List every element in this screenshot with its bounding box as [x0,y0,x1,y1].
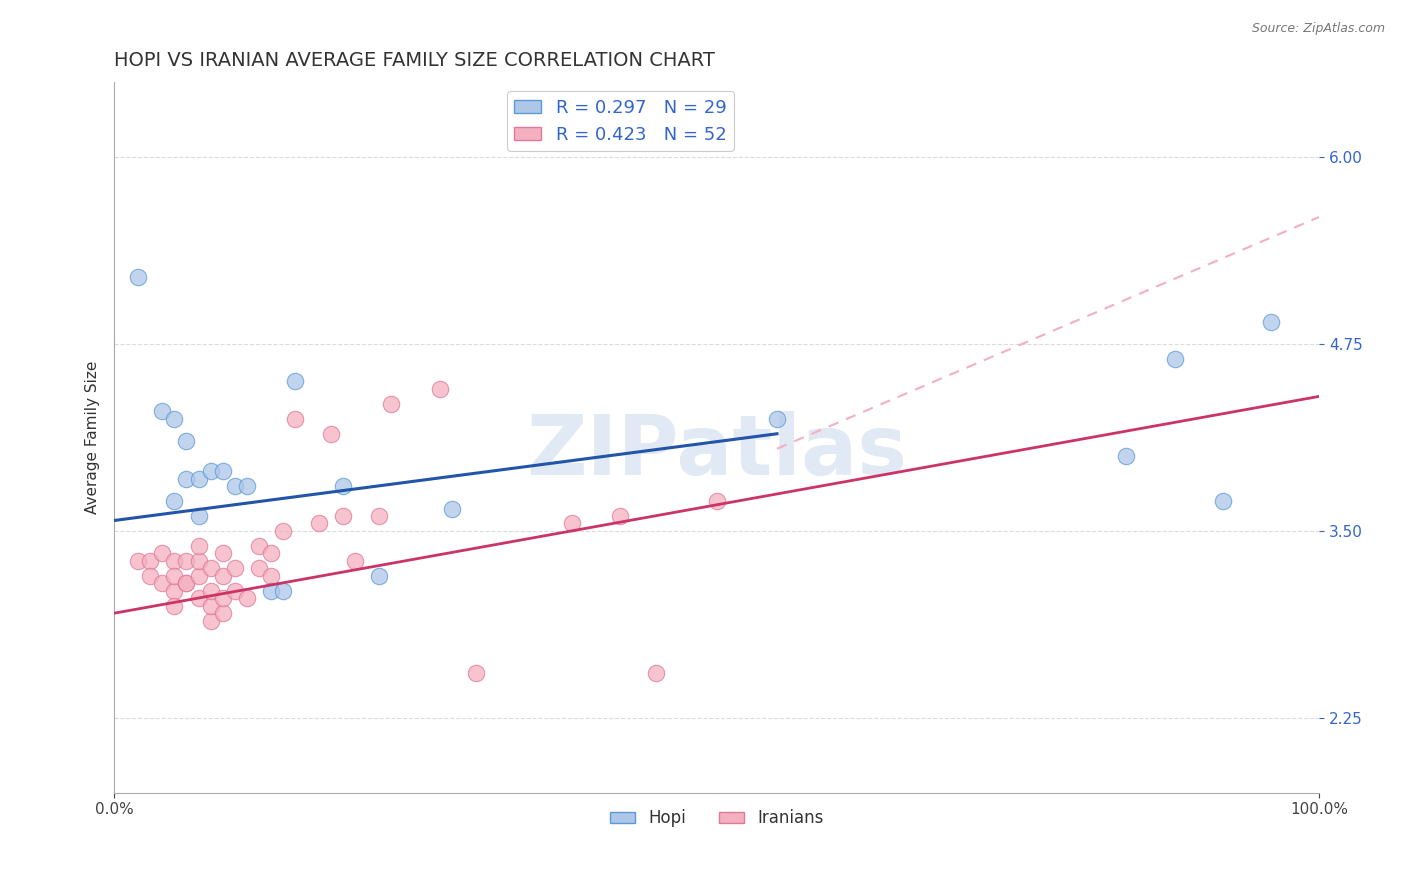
Point [332,508,354,523]
Point [224,479,246,493]
Point [645,666,668,681]
Point [247,539,270,553]
Point [139,569,162,583]
Point [176,434,198,449]
Point [271,524,294,538]
Point [1260,315,1282,329]
Point [260,546,283,560]
Point [464,666,486,681]
Point [150,404,173,418]
Point [127,269,149,284]
Point [200,583,222,598]
Point [211,606,233,620]
Point [1212,494,1234,508]
Point [176,576,198,591]
Point [235,479,257,493]
Point [380,397,402,411]
Point [127,554,149,568]
Point [319,426,342,441]
Point [187,508,209,523]
Point [368,569,391,583]
Point [224,583,246,598]
Y-axis label: Average Family Size: Average Family Size [86,360,100,514]
Point [247,561,270,575]
Point [187,569,209,583]
Point [271,583,294,598]
Point [332,479,354,493]
Point [1115,449,1137,463]
Point [344,554,367,568]
Point [235,591,257,606]
Legend: Hopi, Iranians: Hopi, Iranians [603,803,831,834]
Point [211,464,233,478]
Point [176,554,198,568]
Point [609,508,631,523]
Point [176,472,198,486]
Point [163,554,186,568]
Text: ZIPatlas: ZIPatlas [526,411,907,492]
Point [260,583,283,598]
Point [308,516,330,531]
Point [163,569,186,583]
Point [176,576,198,591]
Point [211,546,233,560]
Point [1163,351,1185,366]
Point [766,412,789,426]
Point [163,494,186,508]
Point [150,576,173,591]
Point [284,412,307,426]
Point [706,494,728,508]
Text: Source: ZipAtlas.com: Source: ZipAtlas.com [1251,22,1385,36]
Point [163,599,186,613]
Point [200,561,222,575]
Point [187,472,209,486]
Text: HOPI VS IRANIAN AVERAGE FAMILY SIZE CORRELATION CHART: HOPI VS IRANIAN AVERAGE FAMILY SIZE CORR… [114,51,716,70]
Point [163,583,186,598]
Point [284,375,307,389]
Point [440,501,463,516]
Point [163,412,186,426]
Point [260,569,283,583]
Point [211,591,233,606]
Point [368,508,391,523]
Point [200,614,222,628]
Point [561,516,583,531]
Point [211,569,233,583]
Point [187,539,209,553]
Point [139,554,162,568]
Point [200,464,222,478]
Point [187,591,209,606]
Point [200,599,222,613]
Point [429,382,451,396]
Point [150,546,173,560]
Point [187,554,209,568]
Point [224,561,246,575]
